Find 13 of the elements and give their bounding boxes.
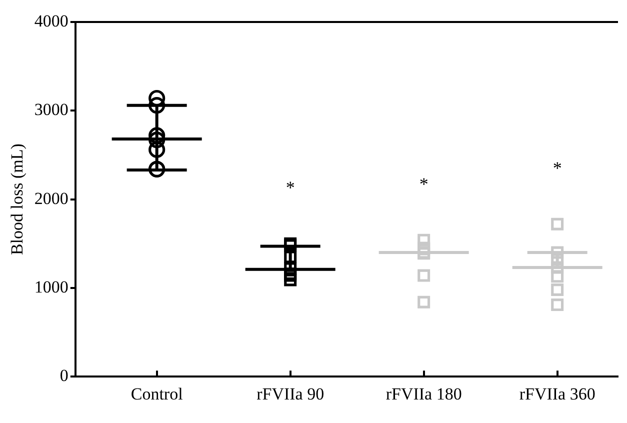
y-tick-label: 0 — [60, 366, 68, 386]
annotation: * — [419, 174, 428, 194]
x-tick-label: Control — [130, 384, 184, 404]
annotation: * — [286, 177, 295, 198]
y-tick-label: 4000 — [34, 11, 68, 30]
y-tick-label: 2000 — [34, 188, 68, 208]
x-tick-label: rFVIIa 90 — [256, 384, 324, 404]
y-axis-title: Blood loss (mL) — [8, 144, 27, 256]
annotation: * — [552, 158, 562, 178]
x-tick-label: rFVIIa 360 — [519, 384, 596, 404]
x-tick-label: rFVIIa 180 — [386, 384, 462, 404]
y-tick-label: 1000 — [34, 277, 68, 296]
y-tick-label: 3000 — [34, 100, 68, 120]
